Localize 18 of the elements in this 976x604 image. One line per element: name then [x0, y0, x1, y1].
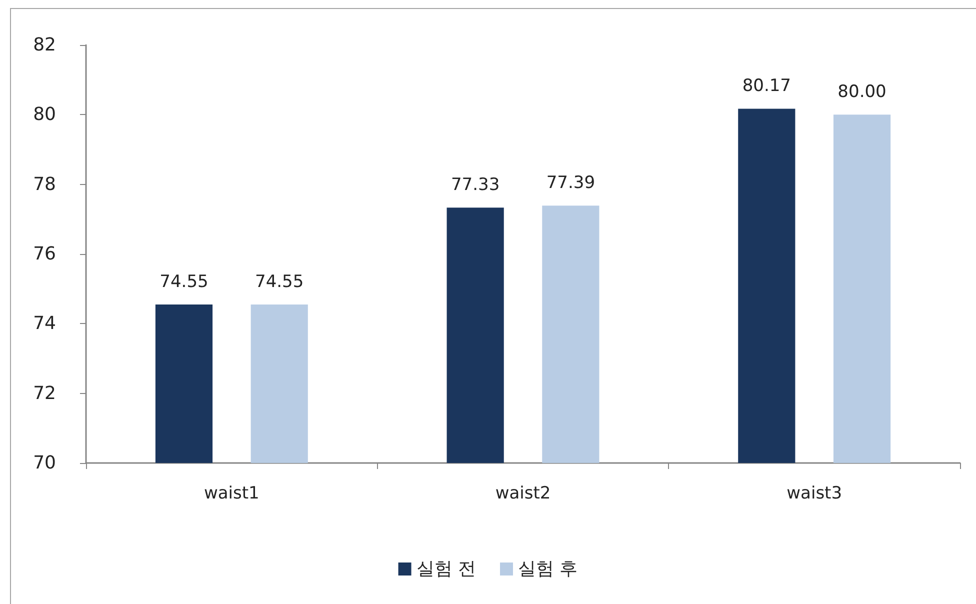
legend-label: 실험 전	[416, 558, 476, 580]
x-tick-label: waist2	[495, 484, 551, 504]
data-label: 74.55	[160, 272, 208, 292]
x-tick-label: waist3	[786, 484, 842, 504]
y-tick-label: 70	[33, 452, 56, 474]
legend-label: 실험 후	[518, 558, 578, 580]
data-label: 77.33	[450, 175, 500, 196]
data-label: 80.00	[838, 82, 886, 102]
y-tick-label: 74	[33, 313, 56, 334]
y-tick-label: 76	[33, 244, 56, 264]
data-label: 80.17	[742, 76, 791, 96]
y-tick-label: 80	[33, 104, 56, 126]
y-tick-label: 82	[33, 34, 56, 56]
data-label: 74.55	[255, 272, 304, 292]
data-label: 77.39	[546, 173, 596, 194]
y-tick-label: 78	[33, 174, 56, 195]
x-tick-label: waist1	[204, 484, 260, 504]
y-tick-label: 72	[33, 382, 56, 404]
